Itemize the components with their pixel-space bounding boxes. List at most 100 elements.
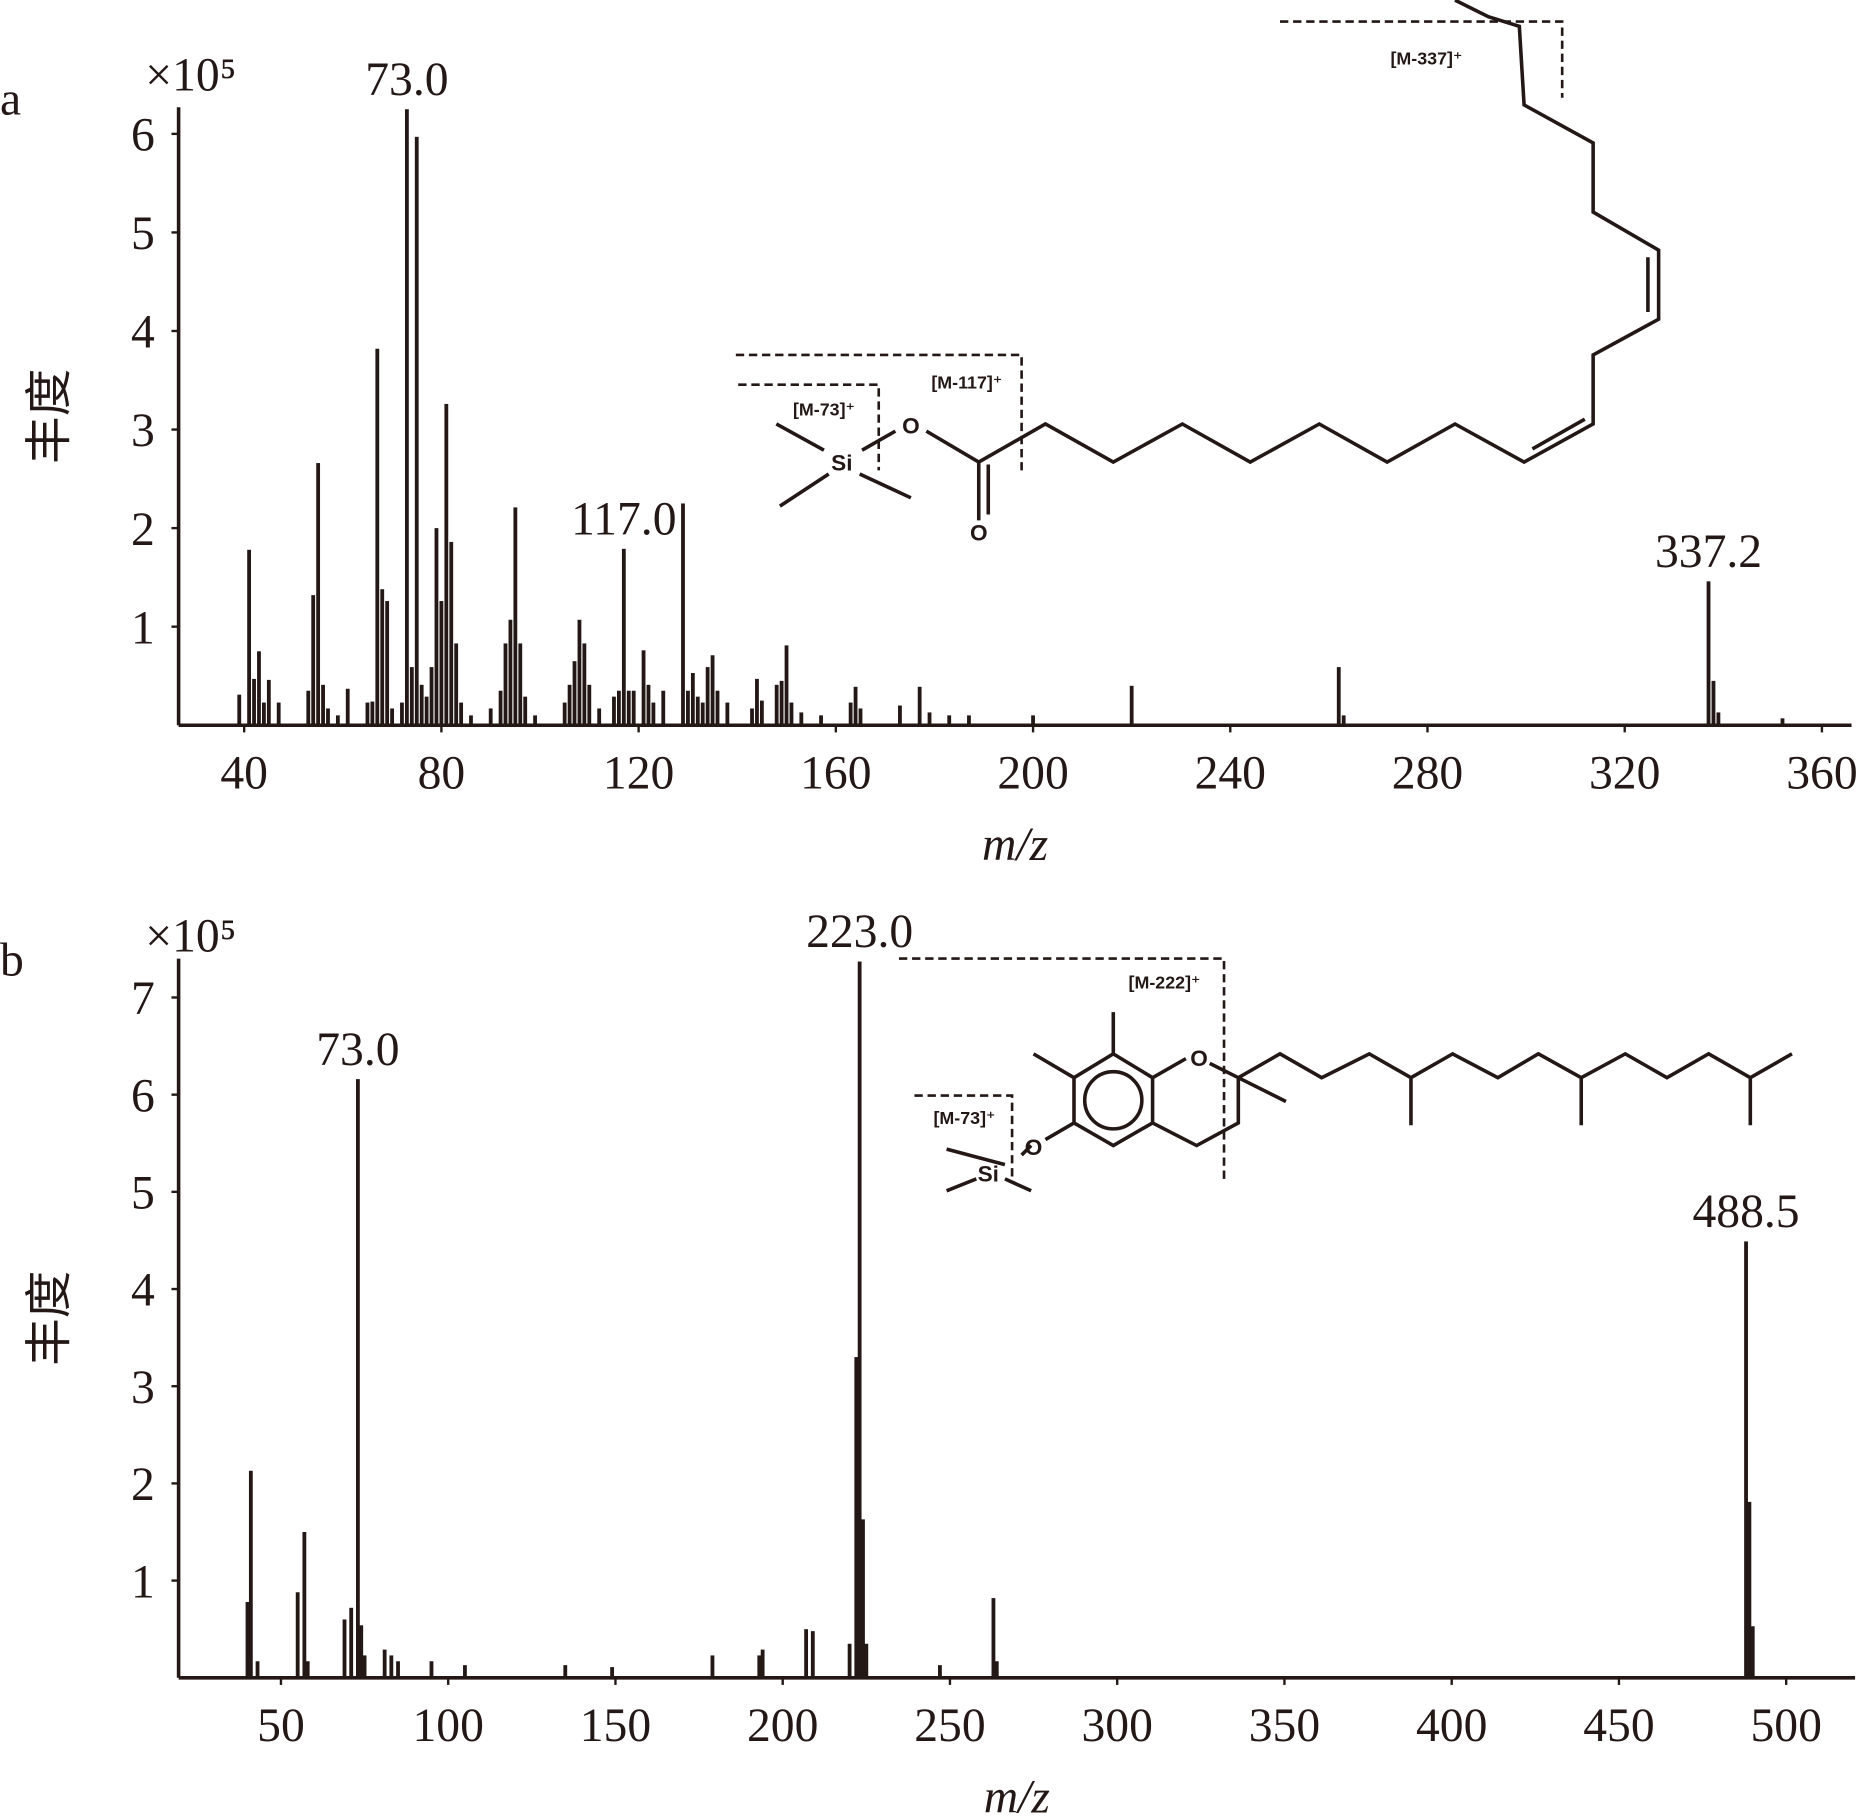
peak bbox=[261, 702, 266, 726]
peak bbox=[705, 667, 710, 726]
peak bbox=[784, 645, 789, 726]
atom-label: O bbox=[1025, 1135, 1043, 1160]
peak bbox=[380, 589, 385, 726]
peak-label: 73.0 bbox=[316, 1024, 399, 1076]
peak bbox=[994, 1661, 999, 1678]
peak bbox=[810, 1631, 815, 1678]
peak bbox=[774, 684, 779, 726]
y-multiplier: ×10⁵ bbox=[145, 910, 236, 962]
peak bbox=[947, 715, 952, 726]
peak bbox=[404, 109, 409, 726]
peak bbox=[409, 667, 414, 726]
y-tick-label: 1 bbox=[131, 1556, 155, 1608]
structure-a: [M-337]⁺ [M-117]⁺ [M-73]⁺ O Si O bbox=[735, 0, 1661, 546]
peak bbox=[1129, 685, 1134, 726]
fragment-label: [M-337]⁺ bbox=[1390, 48, 1462, 68]
x-tick-label: 250 bbox=[914, 1700, 985, 1752]
peak bbox=[1336, 667, 1341, 726]
atom-label: O bbox=[1190, 1046, 1208, 1071]
panel-label: b bbox=[0, 934, 24, 986]
peak bbox=[305, 1661, 310, 1678]
peak bbox=[847, 1643, 852, 1678]
peak bbox=[255, 1661, 260, 1678]
cleavage-line bbox=[738, 383, 881, 471]
peak bbox=[276, 702, 281, 726]
peak bbox=[750, 708, 754, 726]
peak bbox=[991, 1598, 996, 1678]
peak bbox=[1780, 718, 1785, 726]
peak bbox=[854, 1357, 859, 1678]
panel: 1 2 3 4 5 6 40 80 120 160 200 240 280 320 360 73.0 117.0… bbox=[0, 50, 1858, 871]
peak bbox=[1031, 715, 1035, 726]
y-tick-label: 4 bbox=[131, 1265, 155, 1317]
peak bbox=[848, 702, 853, 726]
peak bbox=[365, 702, 370, 726]
peak bbox=[582, 643, 587, 726]
peak bbox=[563, 1665, 568, 1678]
peak bbox=[266, 679, 271, 726]
peak bbox=[861, 1519, 865, 1678]
x-tick-label: 200 bbox=[997, 747, 1068, 799]
peak bbox=[444, 403, 449, 726]
peak bbox=[326, 708, 330, 726]
peak bbox=[587, 684, 592, 726]
peak bbox=[799, 712, 804, 726]
peak bbox=[414, 136, 419, 726]
peak bbox=[498, 690, 503, 726]
peak bbox=[245, 1601, 250, 1678]
peak bbox=[710, 655, 715, 726]
peak-label: 117.0 bbox=[571, 494, 676, 546]
peak bbox=[439, 601, 444, 726]
x-tick-label: 50 bbox=[257, 1700, 305, 1752]
peak bbox=[755, 678, 759, 726]
peak bbox=[362, 1655, 367, 1678]
atom-label: Si bbox=[978, 1161, 999, 1186]
cleavage-line bbox=[914, 1094, 1014, 1179]
peak bbox=[621, 548, 626, 726]
peak bbox=[725, 702, 730, 726]
peak bbox=[917, 686, 922, 726]
fragment-label: [M-73]⁺ bbox=[793, 400, 855, 420]
x-tick-label: 240 bbox=[1195, 747, 1266, 799]
peak bbox=[345, 688, 350, 726]
x-tick-label: 500 bbox=[1750, 1700, 1821, 1752]
atom-label: O bbox=[902, 414, 920, 439]
y-tick-label: 2 bbox=[131, 1459, 155, 1511]
peak bbox=[237, 694, 242, 726]
y-tick-label: 4 bbox=[131, 307, 155, 359]
peak bbox=[396, 1661, 400, 1678]
peak bbox=[355, 1079, 360, 1678]
y-axis-label: 丰度 bbox=[24, 1271, 76, 1366]
peak bbox=[429, 667, 434, 726]
peak bbox=[518, 643, 523, 726]
x-axis-label: m/z bbox=[982, 819, 1048, 871]
peak bbox=[789, 702, 794, 726]
x-tick-label: 160 bbox=[800, 747, 871, 799]
peak bbox=[858, 708, 863, 726]
y-tick-label: 5 bbox=[131, 208, 155, 260]
peak bbox=[463, 1665, 467, 1678]
x-tick-label: 450 bbox=[1583, 1700, 1654, 1752]
peak bbox=[252, 678, 256, 726]
peak bbox=[335, 715, 340, 726]
peak bbox=[434, 528, 439, 726]
peak bbox=[1750, 1626, 1755, 1678]
peak bbox=[631, 690, 636, 726]
peak bbox=[311, 595, 316, 726]
x-tick-label: 200 bbox=[747, 1700, 818, 1752]
x-axis-label: m/z bbox=[984, 1771, 1050, 1816]
peak bbox=[804, 1629, 809, 1678]
peak bbox=[469, 715, 473, 726]
peak bbox=[1711, 680, 1716, 726]
y-tick-label: 3 bbox=[131, 405, 155, 457]
peak bbox=[690, 672, 695, 726]
molecule-bonds bbox=[945, 1012, 1793, 1193]
y-tick-label: 6 bbox=[131, 110, 155, 162]
x-tick-label: 280 bbox=[1392, 747, 1463, 799]
peak bbox=[661, 690, 666, 726]
peak bbox=[1747, 1501, 1752, 1678]
peak bbox=[295, 1592, 300, 1678]
peak bbox=[612, 696, 616, 726]
